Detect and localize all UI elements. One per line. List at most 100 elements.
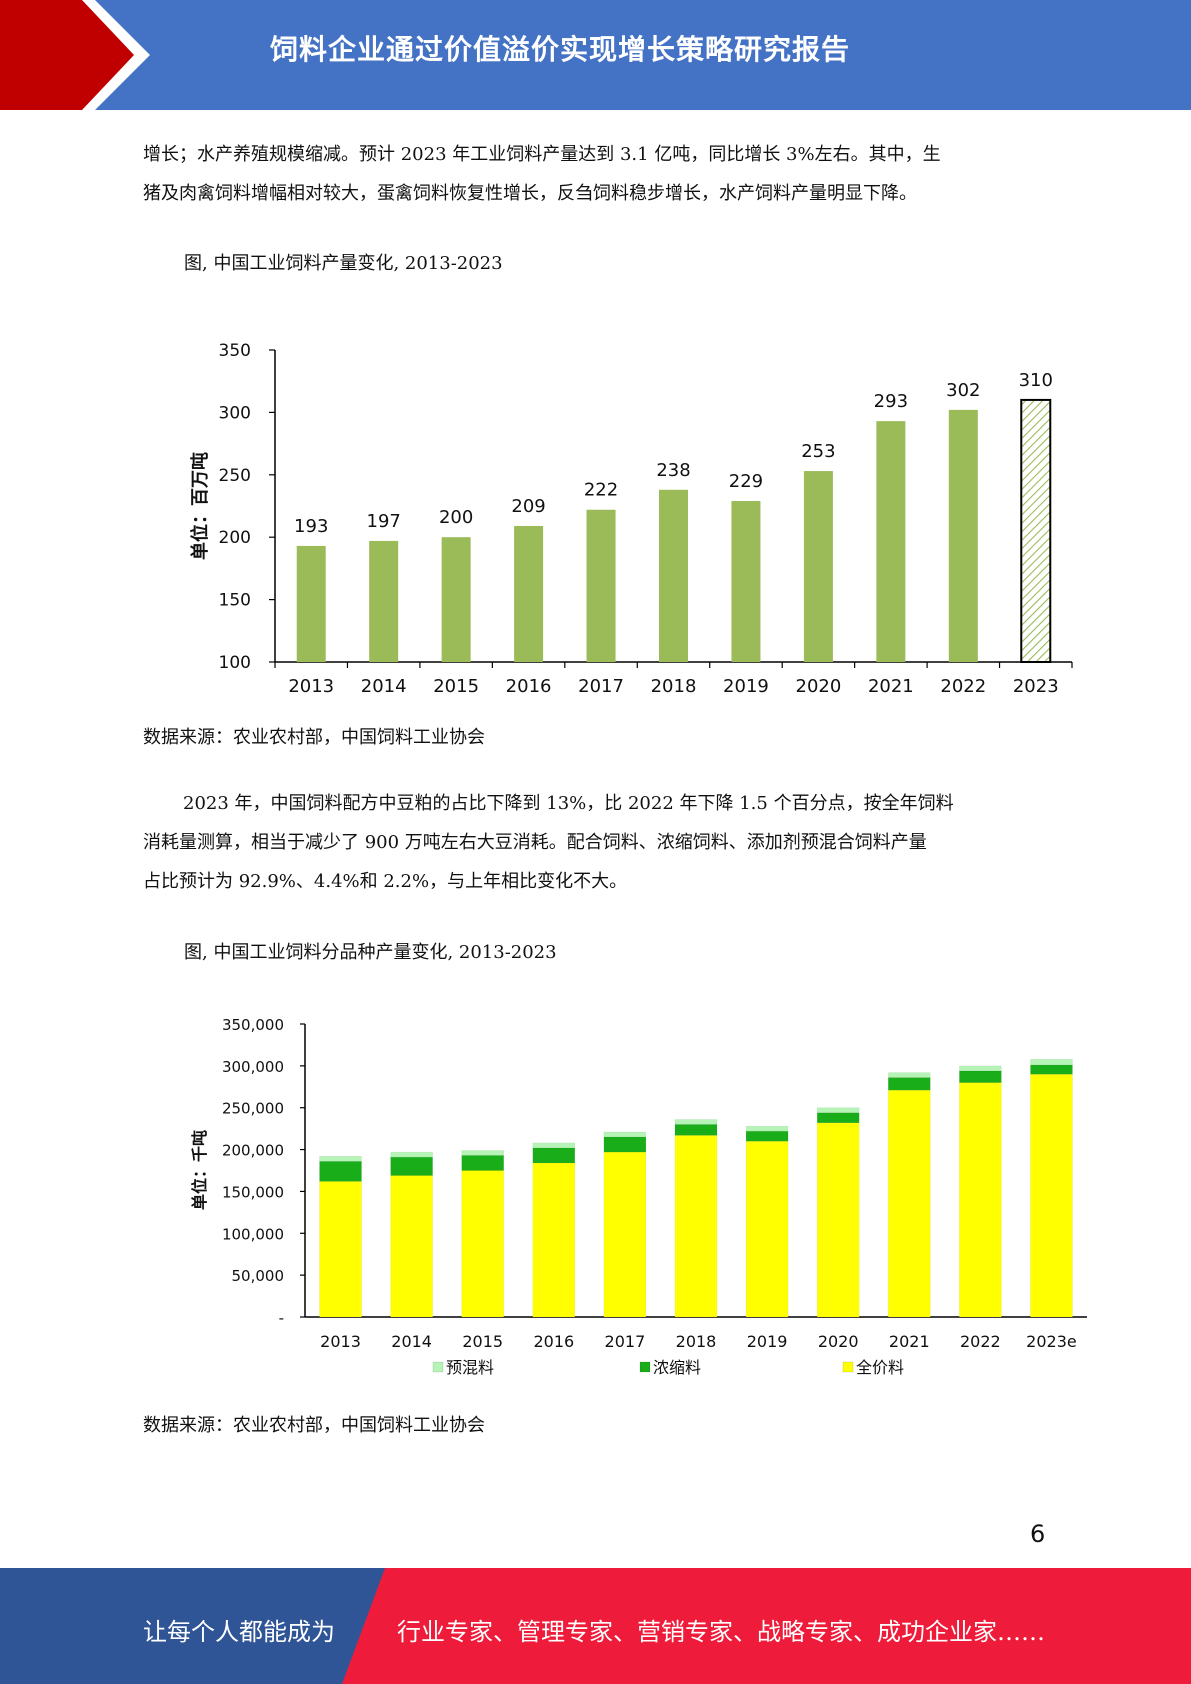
chart1-y-tick-label: 150 <box>219 591 251 611</box>
chart1-data-label: 193 <box>294 516 328 537</box>
chart2-bar-segment <box>390 1175 433 1318</box>
chart2-bar-segment <box>319 1181 362 1318</box>
chart1-y-axis-label: 单位：百万吨 <box>189 452 211 560</box>
chart2-bar-segment <box>461 1170 504 1318</box>
paragraph-1-line-1: 增长；水产养殖规模缩减。预计 2023 年工业饲料产量达到 3.1 亿吨，同比增… <box>143 144 941 165</box>
chart2-bar-segment <box>745 1140 789 1318</box>
chart1-x-tick-label: 2016 <box>506 676 552 697</box>
chart2-bar-segment <box>1030 1058 1073 1066</box>
chart1-x-tick-label: 2019 <box>723 676 769 697</box>
chart2-bar-segment <box>959 1065 1002 1072</box>
chart2-bar-segment <box>745 1130 789 1142</box>
chart2-y-tick-label: 300,000 <box>222 1058 284 1076</box>
chart2-x-tick-label: 2019 <box>747 1332 788 1351</box>
chart2-x-tick-label: 2014 <box>391 1332 432 1351</box>
chart1-data-label: 253 <box>801 441 835 462</box>
chart1-x-tick-label: 2015 <box>433 676 479 697</box>
chart2-bar-segment <box>816 1107 860 1113</box>
chart2-bar-segment <box>816 1122 860 1318</box>
chart2-y-axis-label: 单位：千吨 <box>190 1130 209 1210</box>
chart2-bar-segment <box>888 1089 931 1318</box>
chart2-x-tick-label: 2023e <box>1026 1332 1077 1351</box>
chart1-data-label: 310 <box>1019 370 1053 391</box>
chart2-legend-swatch <box>842 1361 854 1373</box>
chart2-x-tick-label: 2017 <box>605 1332 646 1351</box>
chart1-bar <box>514 525 544 662</box>
chart1-x-tick-label: 2014 <box>361 676 407 697</box>
chart1-bar <box>586 509 616 662</box>
chart1-bar <box>1020 398 1052 663</box>
figure-2-caption: 图, 中国工业饲料分品种产量变化, 2013-2023 <box>184 942 557 963</box>
chart2-bar-segment <box>532 1162 576 1318</box>
page-number: 6 <box>1030 1520 1046 1548</box>
chart2-y-tick-label: 200,000 <box>222 1142 284 1160</box>
chart1-data-label: 222 <box>584 480 618 501</box>
chart1-data-label: 200 <box>439 507 473 528</box>
chart1-bar <box>296 545 326 662</box>
chart2-bar-segment <box>1030 1064 1073 1075</box>
chart1-x-tick-label: 2020 <box>796 676 842 697</box>
chart2-legend-label: 全价料 <box>856 1358 904 1377</box>
chart2-bar-segment <box>816 1112 860 1124</box>
figure-1-caption: 图, 中国工业饲料产量变化, 2013-2023 <box>184 253 503 274</box>
chart2-legend-swatch <box>432 1361 444 1373</box>
chart1-data-label: 229 <box>729 471 763 492</box>
chart2-bar-segment <box>319 1156 362 1162</box>
chart2-y-tick-label: 150,000 <box>222 1183 284 1201</box>
figure-1-source: 数据来源：农业农村部，中国饲料工业协会 <box>143 727 485 748</box>
chart2-x-tick-label: 2022 <box>960 1332 1001 1351</box>
paragraph-2-line-2: 消耗量测算，相当于减少了 900 万吨左右大豆消耗。配合饲料、浓缩饲料、添加剂预… <box>143 832 927 853</box>
paragraph-2: 2023 年，中国饲料配方中豆粕的占比下降到 13%，比 2022 年下降 1.… <box>143 784 1055 901</box>
chart2-bar-segment <box>959 1082 1002 1318</box>
chart1-data-label: 293 <box>874 391 908 412</box>
chart2-legend-label: 预混料 <box>446 1358 494 1377</box>
chart1-x-tick-label: 2021 <box>868 676 914 697</box>
paragraph-1: 增长；水产养殖规模缩减。预计 2023 年工业饲料产量达到 3.1 亿吨，同比增… <box>143 135 1055 213</box>
chart2-x-tick-label: 2013 <box>320 1332 361 1351</box>
chart1-y-tick-label: 350 <box>219 341 251 361</box>
chart1-data-label: 238 <box>656 460 690 481</box>
chart1-bar <box>803 471 833 662</box>
chart2-bar-segment <box>390 1151 433 1158</box>
chart2-bar-segment <box>603 1136 647 1153</box>
chart1-x-tick-label: 2018 <box>651 676 697 697</box>
chart1-x-tick-label: 2023 <box>1013 676 1059 697</box>
chart2-x-tick-label: 2020 <box>818 1332 859 1351</box>
chart2-legend-swatch <box>639 1361 651 1373</box>
chart2-bar-segment <box>674 1135 718 1318</box>
chart2-y-tick-label: 100,000 <box>222 1225 284 1243</box>
chart2-bar-segment <box>603 1131 647 1138</box>
paragraph-2-line-3: 占比预计为 92.9%、4.4%和 2.2%，与上年相比变化不大。 <box>143 871 628 892</box>
header-arrow-decoration <box>0 0 150 110</box>
chart2-bar-segment <box>959 1070 1002 1083</box>
chart1-y-tick-label: 100 <box>219 653 251 673</box>
footer-slogan-right: 行业专家、管理专家、营销专家、战略专家、成功企业家…… <box>397 1618 1045 1646</box>
paragraph-1-line-2: 猪及肉禽饲料增幅相对较大，蛋禽饲料恢复性增长，反刍饲料稳步增长，水产饲料产量明显… <box>143 183 917 204</box>
chart2-bar-segment <box>888 1072 931 1078</box>
report-title: 饲料企业通过价值溢价实现增长策略研究报告 <box>270 33 851 66</box>
chart2-legend-label: 浓缩料 <box>653 1358 701 1377</box>
paragraph-2-line-1: 2023 年，中国饲料配方中豆粕的占比下降到 13%，比 2022 年下降 1.… <box>183 793 954 814</box>
chart2-bar-segment <box>888 1077 931 1091</box>
chart1-bar <box>659 489 688 662</box>
footer-slogan-left: 让每个人都能成为 <box>143 1618 335 1646</box>
chart2-bar-segment <box>461 1155 504 1171</box>
chart1-bar <box>731 501 761 662</box>
chart1-bar <box>441 537 471 662</box>
chart2-bar-segment <box>390 1156 433 1176</box>
chart2-bar-segment <box>532 1147 576 1164</box>
chart1-y-tick-label: 300 <box>219 403 251 423</box>
chart1-bar <box>948 409 978 662</box>
chart1-bar <box>876 421 906 662</box>
chart2-bar-segment <box>745 1125 789 1132</box>
chart1-y-tick-label: 200 <box>219 528 251 548</box>
figure-2-source: 数据来源：农业农村部，中国饲料工业协会 <box>143 1415 485 1436</box>
chart1-x-tick-label: 2013 <box>288 676 334 697</box>
chart2-y-tick-label: 250,000 <box>222 1100 284 1118</box>
chart2-y-tick-label: - <box>279 1309 284 1327</box>
chart2-x-tick-label: 2018 <box>676 1332 717 1351</box>
chart1-x-tick-label: 2022 <box>940 676 986 697</box>
chart1-y-tick-label: 250 <box>219 466 251 486</box>
chart2-bar-segment <box>1030 1073 1073 1318</box>
chart2-bar-segment <box>674 1119 718 1125</box>
